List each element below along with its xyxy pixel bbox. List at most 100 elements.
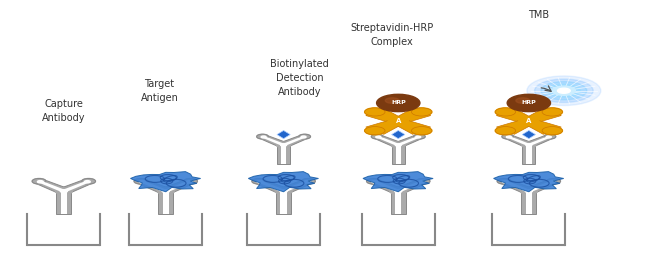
Polygon shape — [58, 179, 93, 193]
Circle shape — [542, 108, 562, 116]
Circle shape — [388, 117, 408, 125]
Circle shape — [507, 94, 551, 112]
Polygon shape — [366, 108, 404, 124]
Circle shape — [411, 108, 432, 116]
Polygon shape — [523, 179, 558, 193]
Circle shape — [395, 190, 402, 193]
Polygon shape — [277, 145, 290, 165]
Text: Streptavidin-HRP
Complex: Streptavidin-HRP Complex — [350, 23, 434, 47]
Circle shape — [275, 188, 292, 194]
Polygon shape — [392, 145, 405, 165]
Circle shape — [304, 181, 310, 183]
Polygon shape — [527, 136, 551, 146]
Circle shape — [371, 134, 383, 139]
Circle shape — [280, 190, 287, 193]
Polygon shape — [62, 181, 89, 192]
Circle shape — [558, 88, 570, 93]
Polygon shape — [281, 181, 309, 192]
Polygon shape — [396, 136, 420, 146]
Text: Target
Antigen: Target Antigen — [140, 79, 178, 103]
Circle shape — [527, 76, 601, 106]
Text: HRP: HRP — [391, 100, 406, 106]
Polygon shape — [363, 172, 433, 192]
Polygon shape — [131, 172, 201, 192]
Polygon shape — [136, 179, 171, 193]
Polygon shape — [161, 179, 195, 193]
Polygon shape — [281, 146, 286, 165]
Circle shape — [395, 144, 401, 146]
Circle shape — [367, 179, 380, 184]
Circle shape — [391, 142, 406, 148]
Polygon shape — [369, 179, 404, 193]
Text: A: A — [396, 118, 401, 124]
Polygon shape — [523, 119, 561, 134]
Polygon shape — [497, 108, 534, 124]
Circle shape — [162, 190, 169, 193]
Polygon shape — [280, 192, 287, 214]
Circle shape — [139, 181, 145, 183]
Circle shape — [82, 179, 96, 184]
Circle shape — [411, 127, 432, 135]
Polygon shape — [393, 179, 427, 193]
Circle shape — [522, 142, 536, 148]
Circle shape — [525, 190, 532, 193]
Circle shape — [534, 79, 593, 102]
Circle shape — [257, 181, 263, 183]
Polygon shape — [525, 135, 554, 147]
Polygon shape — [526, 181, 554, 192]
Circle shape — [413, 134, 425, 139]
Circle shape — [506, 136, 512, 138]
Text: HRP: HRP — [521, 100, 536, 106]
Circle shape — [416, 136, 421, 138]
Polygon shape — [366, 119, 404, 134]
Circle shape — [257, 134, 268, 139]
Circle shape — [252, 179, 266, 184]
Polygon shape — [374, 135, 403, 147]
Circle shape — [299, 134, 311, 139]
Circle shape — [281, 144, 287, 146]
Polygon shape — [60, 192, 67, 214]
Polygon shape — [523, 108, 561, 124]
Polygon shape — [394, 135, 423, 147]
Polygon shape — [497, 119, 534, 134]
Circle shape — [547, 136, 551, 138]
Circle shape — [516, 98, 530, 103]
Polygon shape — [521, 191, 536, 214]
Circle shape — [302, 179, 315, 184]
Polygon shape — [164, 181, 191, 192]
Circle shape — [134, 179, 148, 184]
Circle shape — [495, 108, 515, 116]
Circle shape — [390, 188, 407, 194]
Polygon shape — [162, 192, 169, 214]
Circle shape — [385, 98, 399, 103]
Circle shape — [502, 134, 514, 139]
Polygon shape — [526, 192, 532, 214]
Polygon shape — [278, 179, 313, 193]
Circle shape — [365, 108, 385, 116]
Circle shape — [157, 188, 174, 194]
Polygon shape — [140, 181, 168, 192]
Polygon shape — [262, 136, 285, 146]
Polygon shape — [493, 172, 564, 192]
Circle shape — [544, 134, 556, 139]
Circle shape — [38, 181, 43, 183]
Polygon shape — [393, 108, 431, 124]
Circle shape — [549, 181, 555, 183]
Polygon shape — [377, 136, 400, 146]
Polygon shape — [504, 181, 531, 192]
Polygon shape — [504, 135, 534, 147]
Polygon shape — [255, 179, 289, 193]
Circle shape — [526, 144, 532, 146]
Circle shape — [497, 179, 511, 184]
Circle shape — [184, 179, 198, 184]
Polygon shape — [373, 181, 400, 192]
Circle shape — [301, 136, 306, 138]
Polygon shape — [395, 192, 402, 214]
Polygon shape — [158, 191, 174, 214]
Polygon shape — [258, 181, 286, 192]
Circle shape — [187, 181, 192, 183]
Circle shape — [372, 181, 378, 183]
Polygon shape — [523, 145, 536, 165]
Circle shape — [276, 142, 291, 148]
Circle shape — [547, 179, 560, 184]
